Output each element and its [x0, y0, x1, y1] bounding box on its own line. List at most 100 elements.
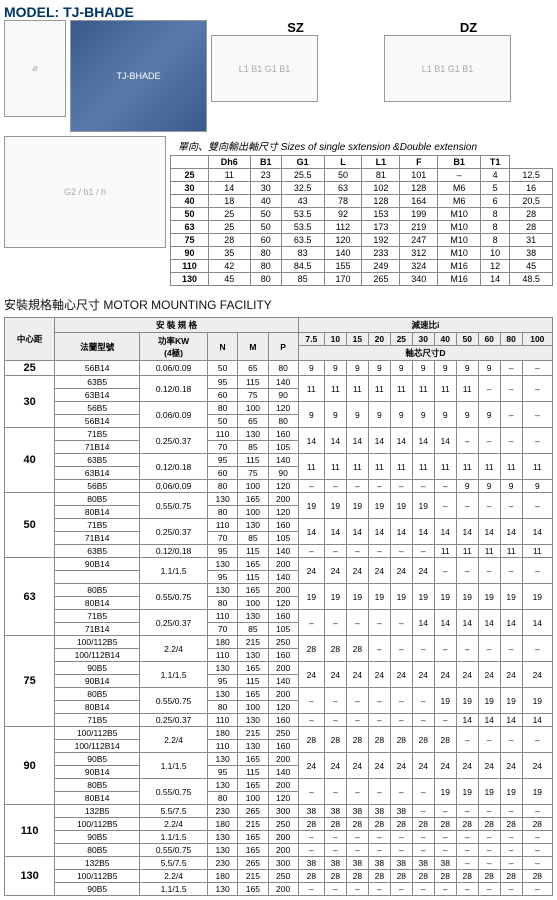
d-cell: 14	[346, 428, 368, 454]
n-cell: 95	[207, 571, 237, 584]
m-cell: 215	[238, 636, 268, 649]
flange-cell: 100/112B5	[55, 870, 140, 883]
d-cell: 9	[346, 361, 368, 376]
n-cell: 130	[207, 493, 237, 506]
d-cell: 24	[368, 753, 390, 779]
kw-cell: 1.1/1.5	[140, 831, 208, 844]
d-cell: 11	[412, 454, 434, 480]
d-cell: –	[368, 688, 390, 714]
center-cell: 50	[5, 493, 55, 558]
n-cell: 80	[207, 701, 237, 714]
m-cell: 75	[238, 389, 268, 402]
kw-cell: 0.12/0.18	[140, 454, 208, 480]
center-cell: 63	[5, 558, 55, 636]
d-cell: 11	[522, 545, 552, 558]
size-cell: 50	[250, 208, 281, 221]
m-cell: 130	[238, 519, 268, 532]
size-header: Dh6	[208, 156, 250, 169]
m-cell: 165	[238, 662, 268, 675]
p-cell: 140	[268, 454, 298, 467]
size-cell: M10	[438, 247, 481, 260]
d-cell: 24	[368, 558, 390, 584]
size-cell: 63	[324, 182, 362, 195]
size-cell: 35	[208, 247, 250, 260]
d-cell: 9	[434, 361, 456, 376]
flange-cell: 100/112B14	[55, 740, 140, 753]
flange-cell: 80B14	[55, 506, 140, 519]
p-cell: 200	[268, 558, 298, 571]
d-cell: –	[522, 831, 552, 844]
size-cell: 164	[400, 195, 438, 208]
d-cell: 28	[324, 727, 346, 753]
n-cell: 130	[207, 688, 237, 701]
hdr-m: M	[238, 333, 268, 361]
d-cell: 11	[412, 376, 434, 402]
d-cell: –	[478, 558, 500, 584]
d-cell: 14	[390, 519, 412, 545]
d-cell: 9	[298, 402, 324, 428]
size-cell: 25	[208, 208, 250, 221]
d-cell: –	[298, 480, 324, 493]
n-cell: 180	[207, 636, 237, 649]
size-cell: 6	[480, 195, 509, 208]
d-cell: 38	[434, 857, 456, 870]
p-cell: 300	[268, 805, 298, 818]
size-header	[171, 156, 209, 169]
d-cell: 9	[412, 402, 434, 428]
d-cell: –	[478, 857, 500, 870]
d-cell: 19	[456, 688, 478, 714]
p-cell: 250	[268, 727, 298, 740]
size-cell: 50	[250, 221, 281, 234]
d-cell: 9	[368, 361, 390, 376]
d-cell: 19	[434, 779, 456, 805]
kw-cell: 1.1/1.5	[140, 883, 208, 896]
d-cell: –	[346, 714, 368, 727]
d-cell: 28	[390, 818, 412, 831]
m-cell: 215	[238, 818, 268, 831]
d-cell: 14	[500, 714, 522, 727]
d-cell: 14	[324, 428, 346, 454]
d-cell: –	[390, 844, 412, 857]
p-cell: 120	[268, 792, 298, 805]
size-cell: 84.5	[281, 260, 324, 273]
size-cell: 32.5	[281, 182, 324, 195]
d-cell: 9	[324, 361, 346, 376]
d-cell: 28	[298, 870, 324, 883]
size-cell: 81	[362, 169, 400, 182]
p-cell: 250	[268, 636, 298, 649]
size-cell: 128	[400, 182, 438, 195]
d-cell: –	[478, 805, 500, 818]
n-cell: 50	[207, 361, 237, 376]
d-cell: 38	[324, 857, 346, 870]
sz-diagram: L1 B1 G1 B1	[211, 35, 318, 102]
size-cell: 80	[250, 260, 281, 273]
hdr-ratio-val: 7.5	[298, 333, 324, 346]
n-cell: 80	[207, 480, 237, 493]
d-cell: 11	[324, 454, 346, 480]
hdr-ratio-val: 20	[368, 333, 390, 346]
d-cell: 9	[478, 361, 500, 376]
size-cell: 28	[510, 208, 553, 221]
model-label: MODEL: TJ-BHADE	[4, 4, 553, 20]
d-cell: 24	[456, 662, 478, 688]
d-cell: 28	[500, 870, 522, 883]
kw-cell: 2.2/4	[140, 727, 208, 753]
d-cell: –	[368, 610, 390, 636]
d-cell: 9	[390, 361, 412, 376]
n-cell: 50	[207, 415, 237, 428]
d-cell: 14	[522, 519, 552, 545]
hdr-ratio: 減速比i	[298, 318, 552, 333]
size-cell: 25	[171, 169, 209, 182]
kw-cell: 0.12/0.18	[140, 376, 208, 402]
p-cell: 200	[268, 831, 298, 844]
d-cell: 28	[390, 870, 412, 883]
d-cell: 11	[298, 376, 324, 402]
d-cell: 24	[390, 753, 412, 779]
d-cell: –	[434, 636, 456, 662]
m-cell: 100	[238, 792, 268, 805]
p-cell: 140	[268, 675, 298, 688]
p-cell: 200	[268, 662, 298, 675]
size-header: B1	[250, 156, 281, 169]
d-cell: –	[500, 844, 522, 857]
m-cell: 165	[238, 688, 268, 701]
